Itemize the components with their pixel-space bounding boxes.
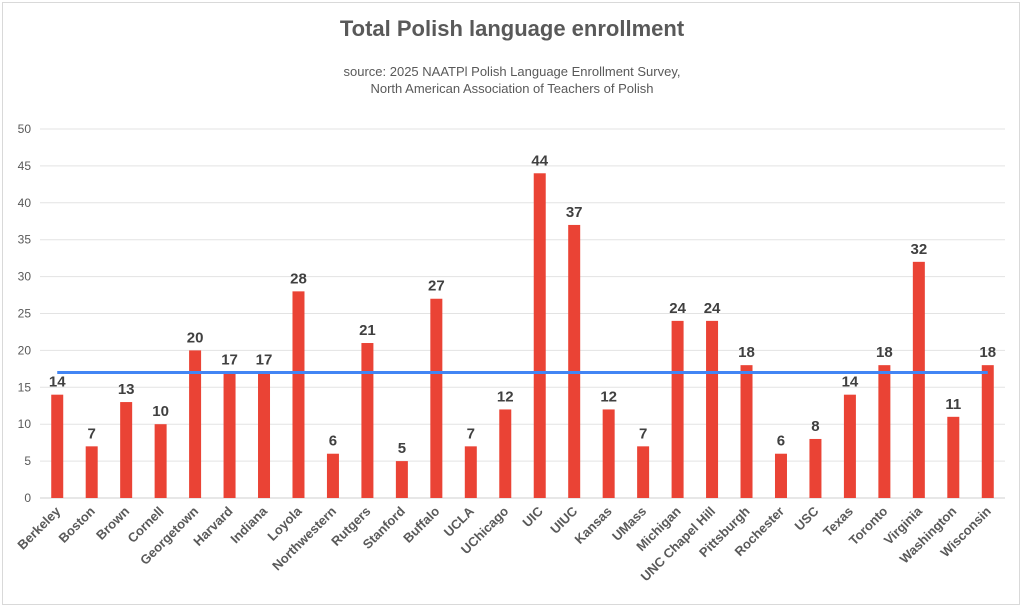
y-tick-label: 30 [18, 270, 32, 284]
y-tick-label: 45 [18, 159, 32, 173]
data-label: 13 [118, 381, 135, 398]
data-label: 18 [979, 344, 996, 361]
data-label: 28 [290, 270, 307, 287]
data-label: 18 [876, 344, 893, 361]
x-tick-label: UIC [519, 503, 546, 530]
bar [499, 409, 512, 498]
bar [85, 446, 98, 498]
bar [637, 446, 650, 498]
bar [326, 453, 339, 498]
data-label: 6 [329, 433, 337, 450]
data-label: 8 [811, 418, 819, 435]
x-tick-label: Buffalo [400, 503, 442, 545]
bar [258, 372, 271, 498]
data-label: 7 [88, 425, 96, 442]
data-label: 37 [566, 204, 583, 221]
data-label: 12 [497, 388, 514, 405]
data-label: 17 [256, 352, 273, 369]
data-label: 14 [842, 374, 859, 391]
data-label: 17 [221, 352, 238, 369]
bar [51, 394, 64, 498]
y-tick-label: 20 [18, 343, 32, 357]
chart-title: Total Polish language enrollment [340, 16, 685, 41]
bar [981, 365, 994, 498]
x-tick-label: Kansas [571, 504, 614, 547]
bar [912, 261, 925, 498]
x-tick-label: Berkeley [14, 503, 63, 552]
data-label: 21 [359, 322, 376, 339]
bar [292, 291, 305, 498]
bar [154, 424, 167, 498]
y-tick-label: 40 [18, 196, 32, 210]
bar [947, 416, 960, 498]
bar [602, 409, 615, 498]
bar [878, 365, 891, 498]
bar [189, 350, 202, 498]
bar [395, 461, 408, 498]
bar [671, 320, 684, 498]
chart-subtitle-line-2: North American Association of Teachers o… [370, 81, 653, 96]
data-label: 24 [704, 300, 721, 317]
bar [740, 365, 753, 498]
bar [809, 438, 822, 498]
data-label: 24 [669, 300, 686, 317]
y-tick-label: 10 [18, 417, 32, 431]
data-label: 11 [945, 396, 961, 413]
bar [430, 298, 443, 498]
data-label: 27 [428, 278, 445, 295]
y-tick-label: 50 [18, 122, 32, 136]
data-label: 18 [738, 344, 755, 361]
data-label: 6 [777, 433, 785, 450]
data-label: 14 [49, 374, 66, 391]
data-label: 5 [398, 440, 406, 457]
y-tick-label: 25 [18, 307, 32, 321]
x-tick-label: Indiana [227, 503, 270, 546]
data-label: 10 [152, 403, 169, 420]
y-tick-label: 5 [24, 454, 31, 468]
x-tick-label: Boston [56, 503, 98, 545]
data-label: 32 [910, 241, 927, 258]
bar [533, 173, 546, 498]
data-label: 7 [639, 425, 647, 442]
bar [843, 394, 856, 498]
x-tick-label: USC [792, 503, 822, 533]
bar [120, 402, 133, 498]
y-tick-label: 0 [24, 491, 31, 505]
bar [706, 320, 719, 498]
bar [223, 372, 236, 498]
bar [568, 224, 581, 498]
chart-subtitle-line-1: source: 2025 NAATPl Polish Language Enro… [344, 64, 681, 79]
y-tick-label: 35 [18, 233, 32, 247]
bar [361, 343, 374, 498]
bar [464, 446, 477, 498]
y-tick-label: 15 [18, 380, 32, 394]
data-label: 12 [600, 388, 617, 405]
data-label: 20 [187, 329, 204, 346]
data-label: 7 [467, 425, 475, 442]
bar [774, 453, 787, 498]
data-label: 44 [531, 152, 548, 169]
